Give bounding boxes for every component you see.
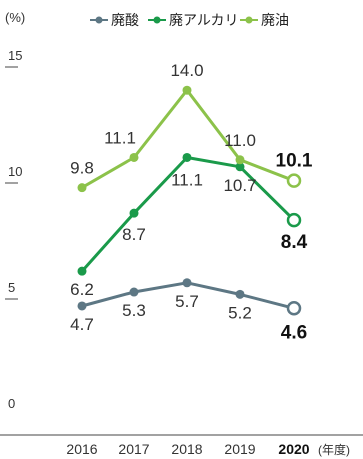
data-label: 8.7	[122, 225, 146, 244]
data-label: 4.7	[70, 315, 94, 334]
legend-label: 廃油	[261, 12, 289, 29]
x-tick-label: 2019	[224, 441, 255, 457]
data-label: 11.0	[224, 131, 256, 150]
legend-label: 廃酸	[111, 12, 139, 29]
y-unit-label: (%)	[5, 10, 25, 25]
data-point	[235, 289, 245, 299]
data-point	[286, 212, 302, 228]
x-unit-label: (年度)	[318, 442, 350, 457]
legend: 廃酸 廃アルカリ 廃油	[90, 12, 289, 29]
data-label: 6.2	[70, 280, 94, 299]
data-label: 10.1	[276, 151, 313, 172]
y-tick-label: 10	[8, 164, 22, 179]
series-line-1	[77, 152, 302, 276]
data-point	[129, 152, 139, 162]
x-tick-label: 2020	[278, 441, 309, 457]
legend-marker	[95, 16, 103, 24]
x-tick-label: 2016	[66, 441, 97, 457]
data-point	[129, 287, 139, 297]
y-tick-label: 15	[8, 48, 22, 63]
data-label: 4.6	[281, 322, 307, 343]
data-point	[77, 266, 87, 276]
data-point	[77, 301, 87, 311]
data-label: 14.0	[170, 61, 203, 80]
data-labels: 4.7 5.3 5.7 5.2 4.6 6.2 8.7 11.1 10.7 8.4 9.8 11.1 1…	[70, 61, 313, 343]
legend-marker	[153, 16, 161, 24]
series-line-2	[77, 85, 302, 193]
data-point	[182, 85, 192, 95]
y-tick-label: 0	[8, 396, 15, 411]
data-label: 11.1	[104, 128, 136, 147]
data-point	[235, 155, 245, 165]
data-point	[235, 162, 245, 172]
data-point	[77, 183, 87, 193]
data-label: 10.7	[223, 176, 256, 195]
data-point	[129, 208, 139, 218]
y-axis: 0 5 10 15	[5, 48, 22, 411]
data-label: 5.3	[122, 301, 146, 320]
series-line-0	[77, 278, 302, 316]
data-label: 5.2	[228, 303, 252, 322]
series-group	[77, 85, 302, 316]
data-label: 9.8	[70, 159, 94, 178]
data-point	[286, 173, 302, 188]
legend-marker	[245, 16, 253, 24]
x-axis: 2016 2017 2018 2019 2020 (年度)	[66, 441, 350, 457]
data-point	[182, 278, 192, 288]
y-tick-label: 5	[8, 280, 15, 295]
data-label: 11.1	[171, 170, 203, 189]
data-point	[286, 301, 302, 316]
x-tick-label: 2018	[171, 441, 202, 457]
legend-label: 廃アルカリ	[169, 12, 238, 29]
data-point	[182, 152, 192, 162]
data-label: 5.7	[175, 292, 199, 311]
data-label: 8.4	[281, 232, 308, 253]
x-tick-label: 2017	[118, 441, 149, 457]
